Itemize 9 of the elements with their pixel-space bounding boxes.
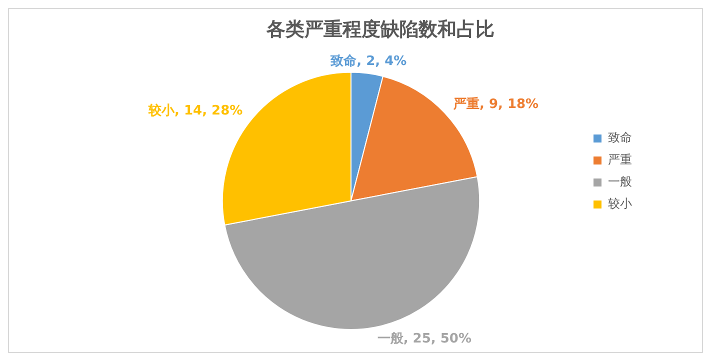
data-label: 致命, 2, 4% <box>330 54 407 69</box>
chart-title: 各类严重程度缺陷数和占比 <box>266 18 494 40</box>
legend-label: 一般 <box>608 174 632 189</box>
legend-label: 致命 <box>608 130 632 145</box>
legend-label: 严重 <box>608 152 632 167</box>
data-label: 一般, 25, 50% <box>377 331 472 346</box>
data-label: 较小, 14, 28% <box>148 102 243 119</box>
data-label: 严重, 9, 18% <box>452 96 539 112</box>
legend-label: 较小 <box>608 196 632 211</box>
